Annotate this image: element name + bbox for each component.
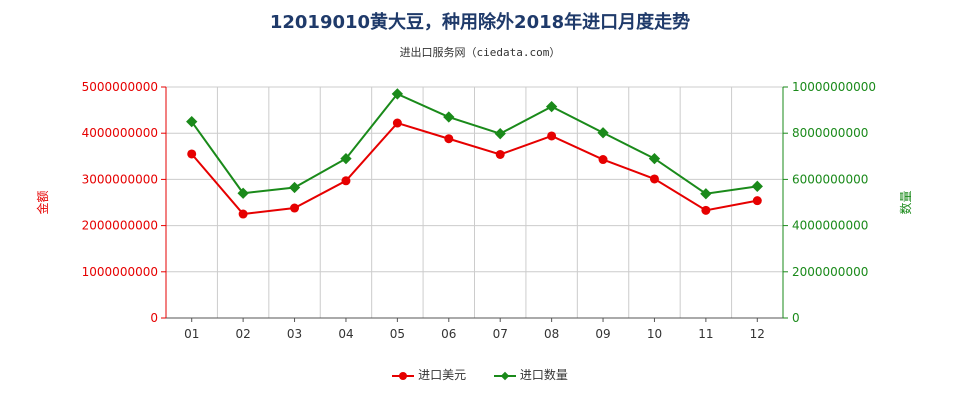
axis-layer xyxy=(161,86,788,322)
x-tick-label: 02 xyxy=(235,327,250,341)
series-line-usd xyxy=(190,121,758,216)
point-usd xyxy=(752,196,762,206)
point-usd xyxy=(238,209,248,219)
y-left-tick-label: 2000000000 xyxy=(82,219,158,233)
point-qty xyxy=(237,187,249,199)
series-layer xyxy=(186,88,763,219)
x-tick-label: 11 xyxy=(698,327,713,341)
y-right-tick-label: 2000000000 xyxy=(792,265,868,279)
point-qty xyxy=(288,181,301,194)
point-qty xyxy=(700,188,712,200)
point-usd xyxy=(187,149,197,159)
x-tick-label: 06 xyxy=(441,327,456,341)
legend-usd-label: 进口美元 xyxy=(418,368,467,382)
y-right-tick-label: 0 xyxy=(792,311,800,325)
point-qty xyxy=(597,127,609,139)
x-tick-label: 03 xyxy=(287,327,302,341)
y-right-tick-label: 6000000000 xyxy=(792,172,868,186)
y-right-tick-label: 10000000000 xyxy=(792,80,876,94)
y-right-tick-label: 8000000000 xyxy=(792,126,868,140)
point-usd xyxy=(649,174,659,184)
point-usd xyxy=(495,149,505,159)
x-tick-label: 10 xyxy=(647,327,662,341)
x-tick-label: 08 xyxy=(544,327,559,341)
legend-qty-swatch xyxy=(493,371,516,381)
point-usd xyxy=(444,134,454,144)
point-usd xyxy=(701,205,711,215)
y-left-tick-label: 1000000000 xyxy=(82,265,158,279)
legend-qty-label: 进口数量 xyxy=(519,368,568,382)
x-tick-label: 09 xyxy=(595,327,610,341)
grid-layer xyxy=(165,86,784,319)
legend-usd-swatch xyxy=(392,371,415,381)
point-qty xyxy=(494,128,506,140)
y-right-tick-label: 4000000000 xyxy=(792,219,868,233)
legend-item-qty[interactable]: 进口数量 xyxy=(493,366,568,383)
series-line-qty xyxy=(190,92,758,195)
legend: 进口美元 进口数量 xyxy=(0,366,960,383)
y-left-tick-label: 3000000000 xyxy=(82,172,158,186)
x-tick-label: 07 xyxy=(493,327,508,341)
x-tick-label: 01 xyxy=(184,327,199,341)
point-usd xyxy=(598,155,608,165)
point-usd xyxy=(290,203,300,213)
legend-item-usd[interactable]: 进口美元 xyxy=(392,366,466,383)
x-tick-label: 04 xyxy=(338,327,353,341)
x-tick-label: 12 xyxy=(750,327,765,341)
y-right-axis-title: 数量 xyxy=(898,190,913,214)
chart-title: 12019010黄大豆，种用除外2018年进口月度走势 xyxy=(269,12,691,33)
point-qty xyxy=(648,152,661,165)
label-layer: 0 1000000000 2000000000 3000000000 400000000… xyxy=(35,80,913,341)
y-left-tick-label: 4000000000 xyxy=(82,126,158,140)
y-left-tick-label: 5000000000 xyxy=(82,80,158,94)
y-left-axis-title: 金额 xyxy=(35,190,50,214)
point-usd xyxy=(392,118,402,128)
y-left-tick-label: 0 xyxy=(150,311,158,325)
point-qty xyxy=(443,111,455,123)
point-qty xyxy=(545,100,558,113)
chart-subtitle: 进出口服务网（ciedata.com） xyxy=(399,46,561,59)
point-usd xyxy=(341,176,351,186)
point-usd xyxy=(547,131,557,141)
point-qty xyxy=(340,152,352,165)
x-tick-label: 05 xyxy=(390,327,405,341)
point-qty xyxy=(751,180,763,192)
